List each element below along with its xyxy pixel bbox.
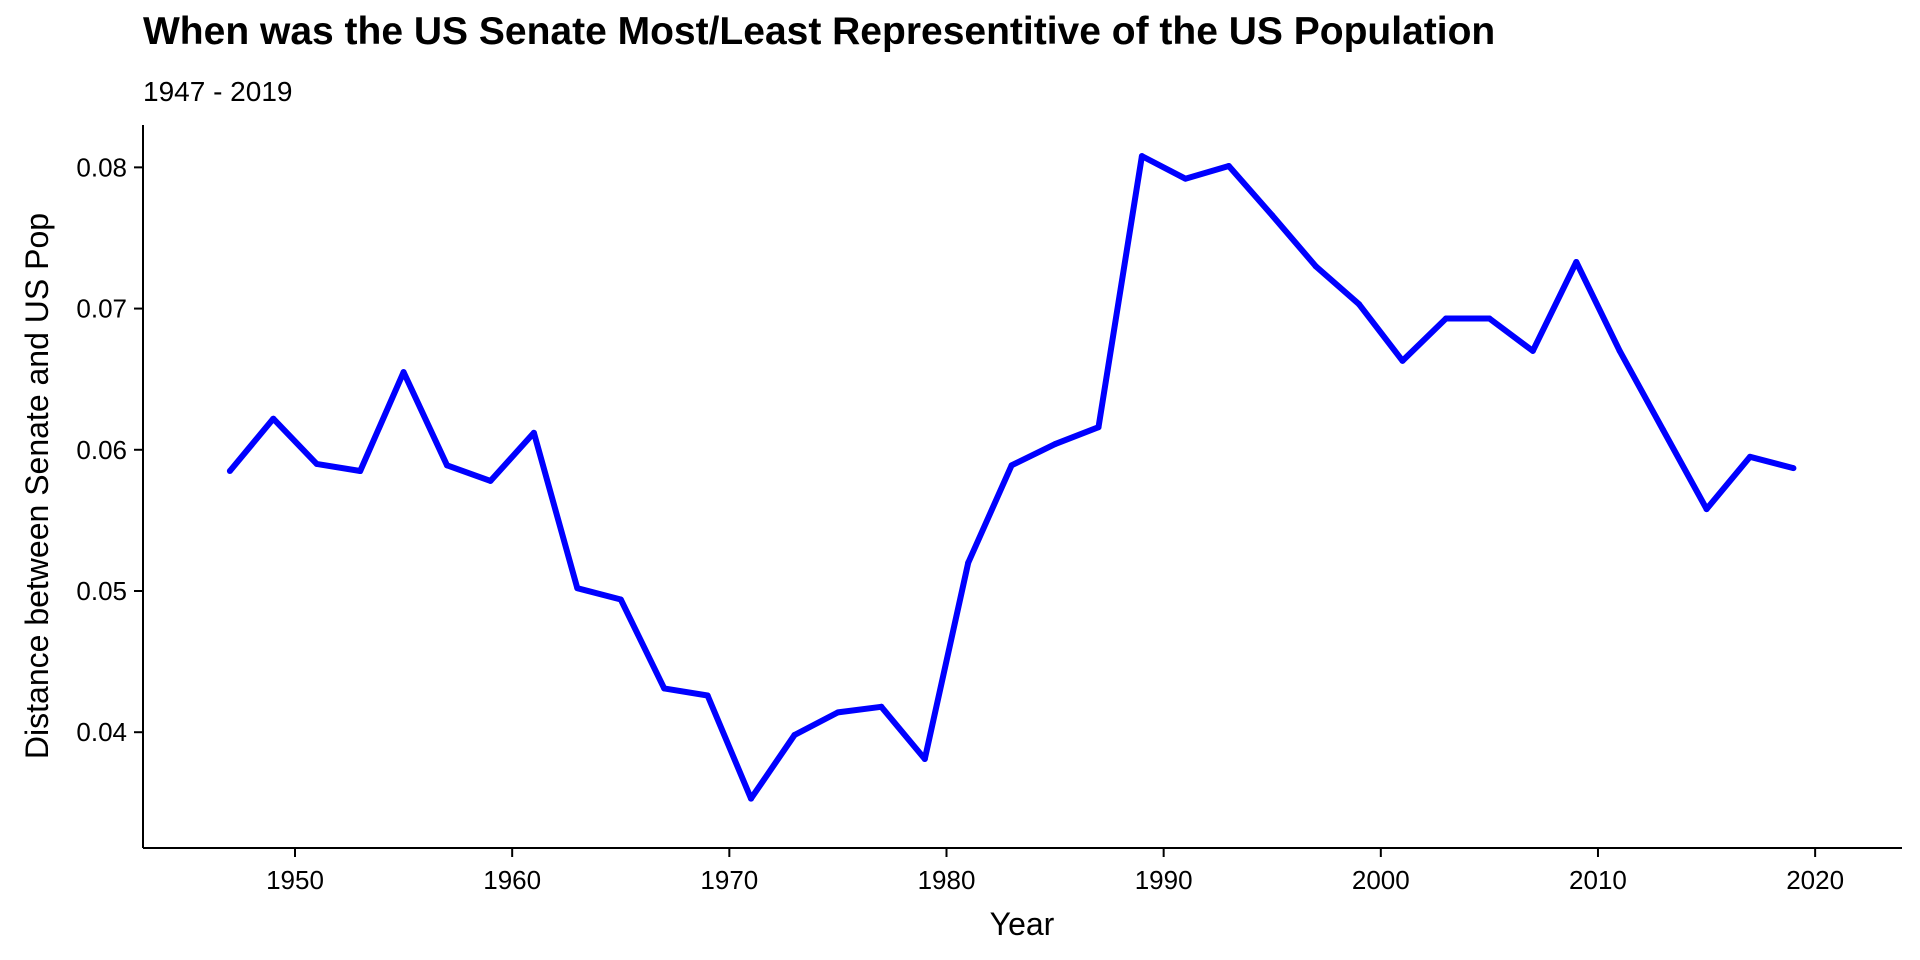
data-point <box>661 685 668 692</box>
y-tick-label: 0.07 <box>76 294 127 324</box>
x-axis-title: Year <box>990 906 1055 942</box>
x-tick-label: 2010 <box>1569 865 1627 895</box>
data-point <box>226 467 233 474</box>
data-point <box>1008 462 1015 469</box>
data-point <box>1182 175 1189 182</box>
data-point <box>1138 153 1145 160</box>
chart-subtitle: 1947 - 2019 <box>143 76 293 107</box>
data-point <box>1225 162 1232 169</box>
data-point <box>704 692 711 699</box>
x-tick-label: 1980 <box>918 865 976 895</box>
y-tick-label: 0.08 <box>76 152 127 182</box>
y-tick-label: 0.06 <box>76 435 127 465</box>
data-point <box>617 596 624 603</box>
data-point <box>921 756 928 763</box>
x-tick-label: 1990 <box>1135 865 1193 895</box>
x-axis-ticks: 1950 1960 1970 1980 1990 2000 2010 2020 <box>266 848 1844 895</box>
x-tick-label: 1950 <box>266 865 324 895</box>
data-point <box>1356 301 1363 308</box>
data-point <box>1312 263 1319 270</box>
data-point <box>1790 465 1797 472</box>
data-point <box>834 709 841 716</box>
data-point <box>313 460 320 467</box>
y-tick-label: 0.05 <box>76 576 127 606</box>
x-tick-label: 2000 <box>1352 865 1410 895</box>
chart-title: When was the US Senate Most/Least Repres… <box>143 10 1496 53</box>
y-axis-ticks: 0.04 0.05 0.06 0.07 0.08 <box>76 152 143 747</box>
data-point <box>400 369 407 376</box>
data-point <box>1269 212 1276 219</box>
y-tick-label: 0.04 <box>76 717 127 747</box>
data-point <box>1529 347 1536 354</box>
x-tick-label: 1970 <box>700 865 758 895</box>
series-line <box>227 153 1795 802</box>
series-group <box>226 153 1797 802</box>
data-point <box>965 559 972 566</box>
data-point <box>1442 315 1449 322</box>
data-point <box>444 462 451 469</box>
data-point <box>1703 506 1710 513</box>
y-axis-title: Distance between Senate and US Pop <box>19 213 55 759</box>
data-point <box>1095 424 1102 431</box>
x-tick-label: 1960 <box>483 865 541 895</box>
data-point <box>1052 441 1059 448</box>
data-point <box>878 703 885 710</box>
data-point <box>487 477 494 484</box>
x-tick-label: 2020 <box>1786 865 1844 895</box>
data-point <box>1746 453 1753 460</box>
data-point <box>1660 427 1667 434</box>
data-point <box>530 429 537 436</box>
data-point <box>1616 347 1623 354</box>
data-point <box>1573 258 1580 265</box>
data-point <box>574 585 581 592</box>
data-point <box>1399 357 1406 364</box>
data-point <box>791 732 798 739</box>
data-point <box>748 795 755 802</box>
data-point <box>357 467 364 474</box>
data-point <box>270 415 277 422</box>
data-point <box>1486 315 1493 322</box>
